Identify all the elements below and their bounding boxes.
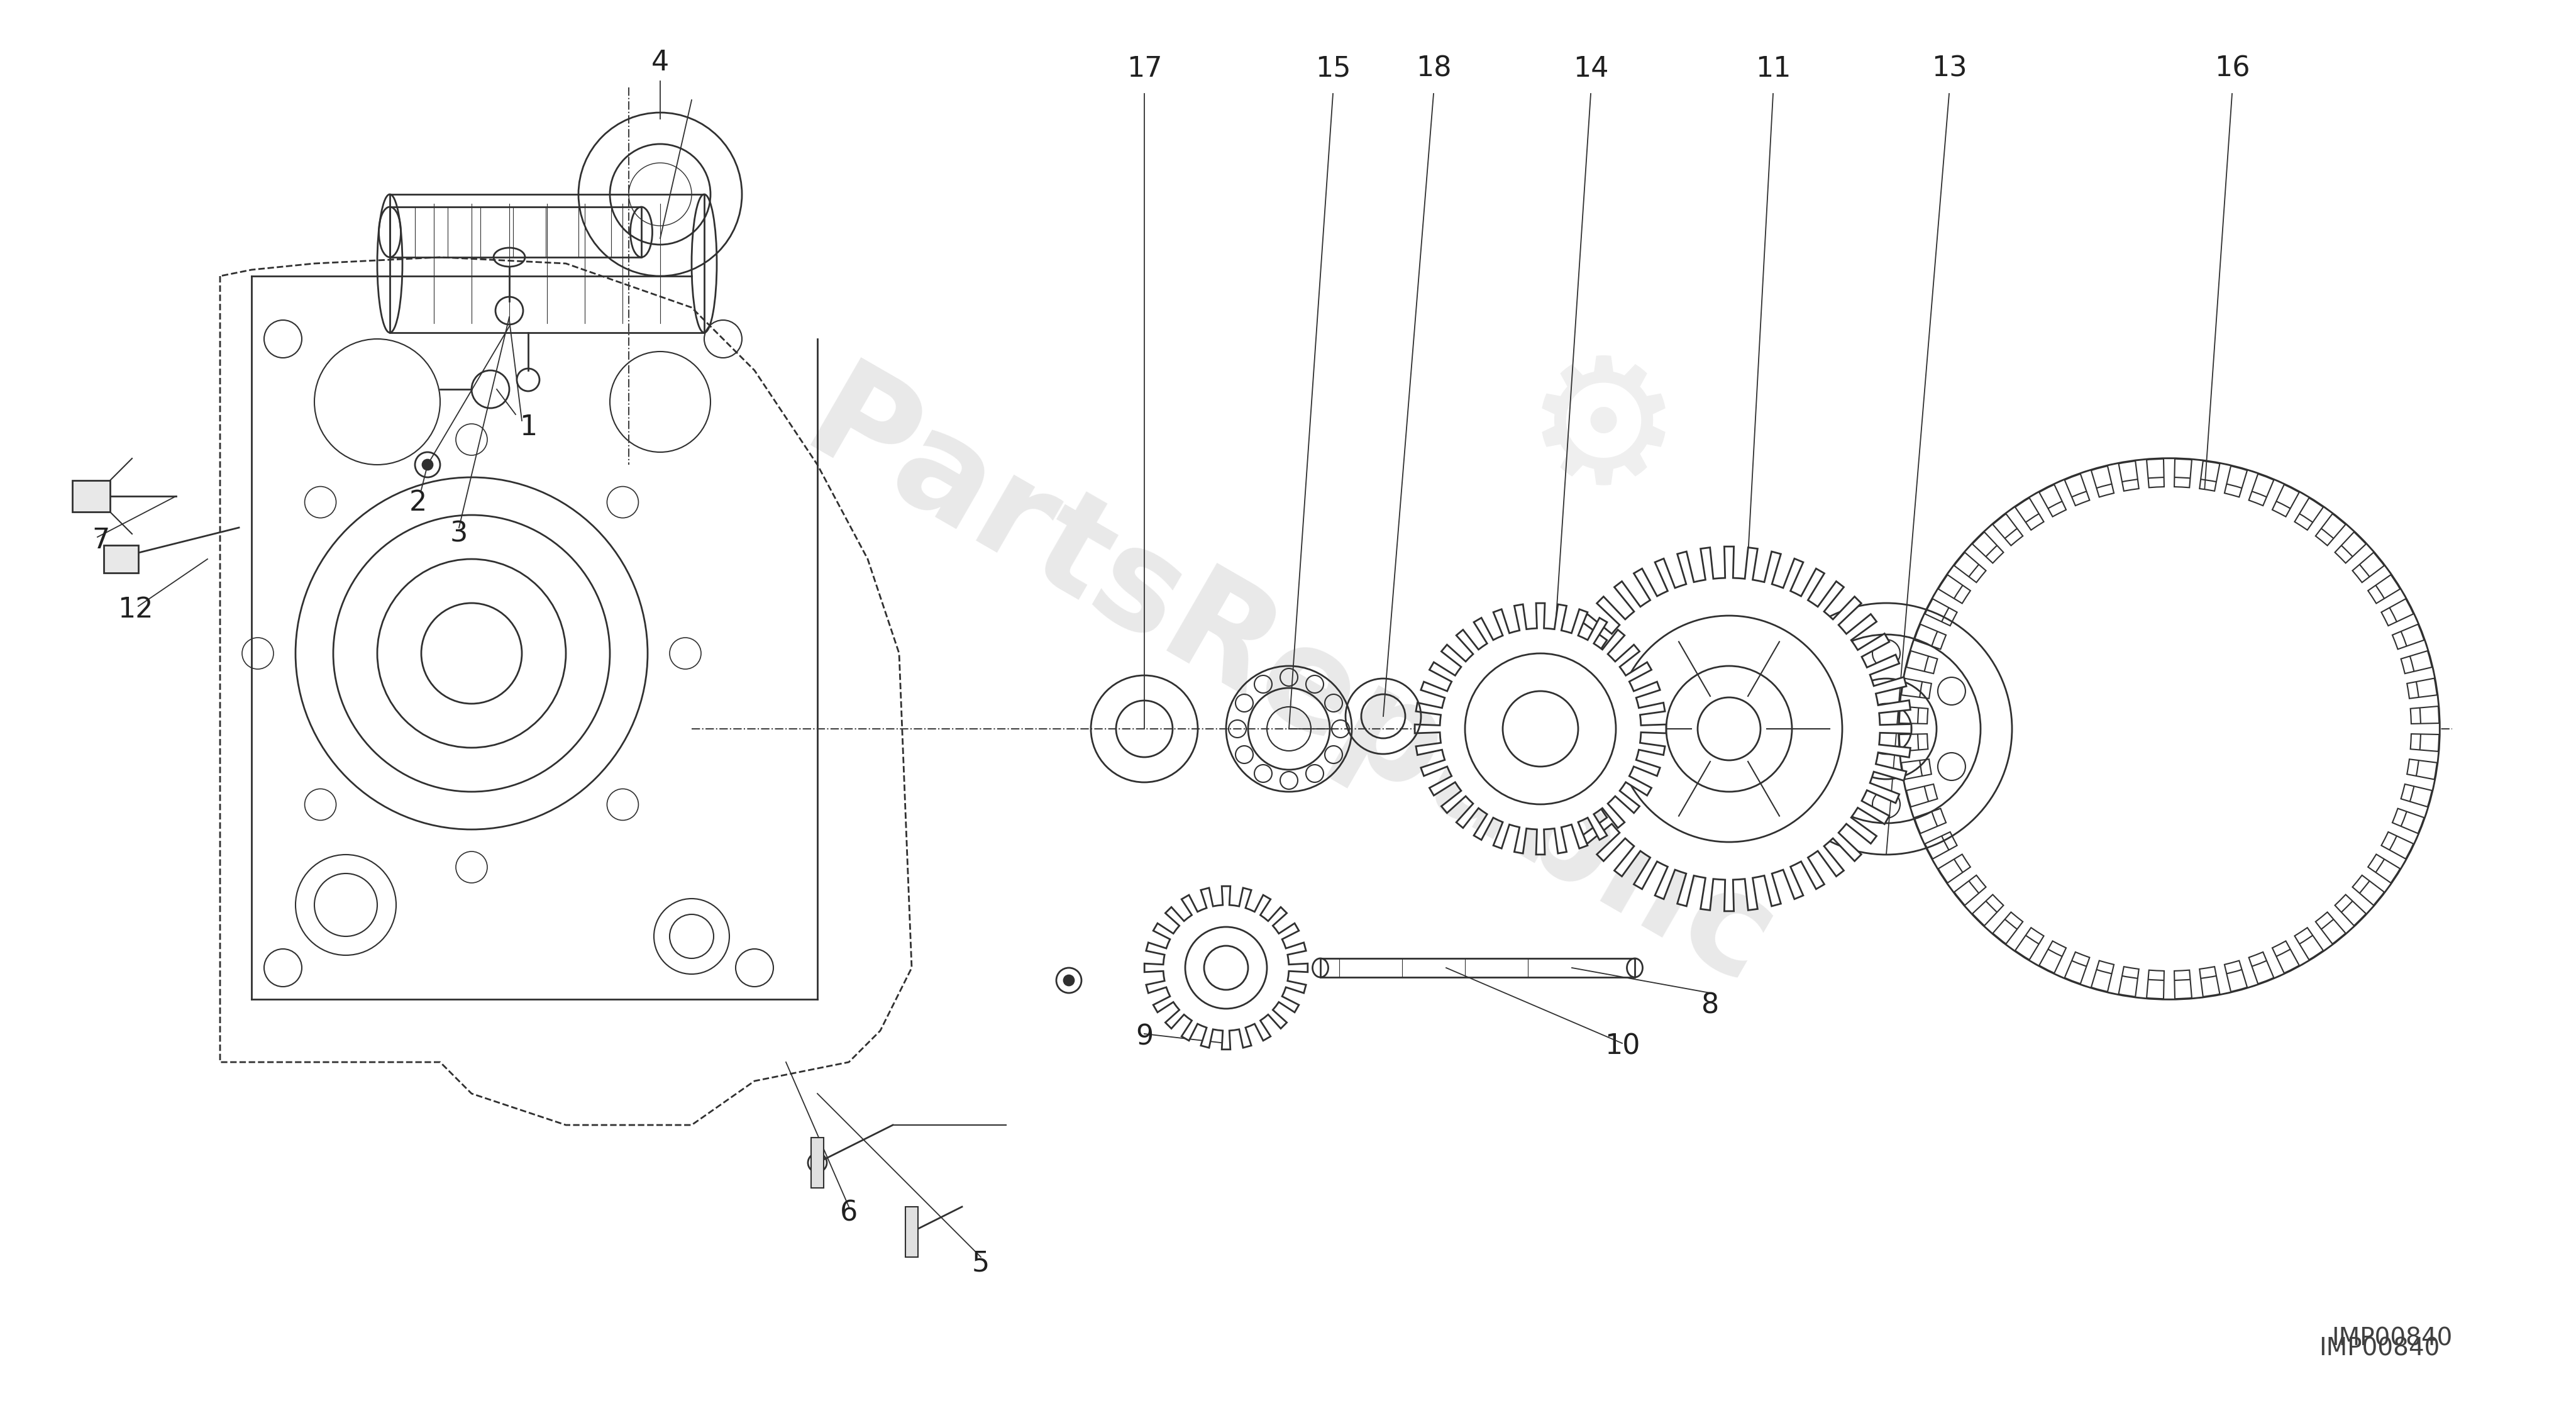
Text: 4: 4 [652, 49, 670, 76]
Polygon shape [1144, 886, 1309, 1049]
Text: 7: 7 [93, 527, 111, 553]
Text: 13: 13 [1932, 55, 1968, 82]
Text: 9: 9 [1136, 1024, 1154, 1050]
Polygon shape [1899, 459, 2439, 1000]
Text: 6: 6 [840, 1200, 858, 1226]
Polygon shape [1414, 603, 1667, 855]
Text: PartsRepublic: PartsRepublic [783, 353, 1795, 1017]
Text: ⚙: ⚙ [1525, 348, 1682, 518]
Bar [904, 1207, 917, 1257]
Text: 14: 14 [1574, 55, 1607, 82]
Text: 18: 18 [1417, 55, 1450, 82]
Bar [811, 1138, 824, 1188]
Text: IMP00840: IMP00840 [2318, 1336, 2439, 1360]
Text: 2: 2 [410, 489, 428, 515]
Text: 15: 15 [1316, 55, 1350, 82]
Text: 10: 10 [1605, 1033, 1641, 1060]
Circle shape [1064, 976, 1074, 986]
Text: 11: 11 [1754, 55, 1790, 82]
Polygon shape [1546, 546, 1911, 911]
Text: IMP00840: IMP00840 [2331, 1326, 2452, 1350]
Bar [72, 480, 111, 513]
Text: 8: 8 [1700, 993, 1718, 1019]
Text: 5: 5 [971, 1250, 989, 1277]
Bar [1321, 959, 1636, 977]
Text: 17: 17 [1126, 55, 1162, 82]
Bar [389, 194, 703, 332]
Circle shape [422, 459, 433, 470]
Text: 16: 16 [2215, 55, 2249, 82]
Bar [389, 207, 641, 258]
Bar [103, 545, 139, 573]
Text: 3: 3 [451, 521, 469, 548]
Text: 1: 1 [520, 414, 536, 441]
Text: 12: 12 [118, 596, 152, 622]
